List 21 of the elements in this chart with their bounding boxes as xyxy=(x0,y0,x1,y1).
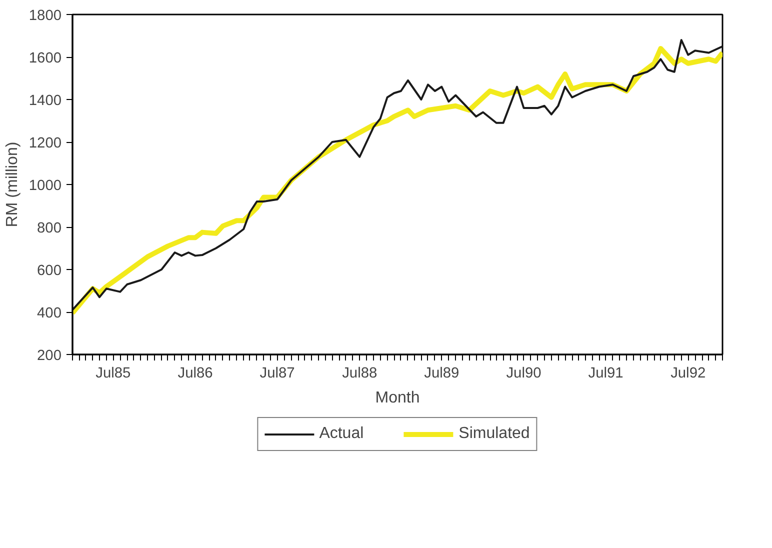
y-axis-title: RM (million) xyxy=(4,142,21,228)
x-tick-label: Jul88 xyxy=(342,366,378,382)
y-tick-label: 1000 xyxy=(28,178,62,194)
legend-label: Actual xyxy=(319,425,364,443)
y-tick-label: 1800 xyxy=(28,8,62,24)
x-tick-label: Jul90 xyxy=(506,366,542,382)
x-axis-title: Month xyxy=(375,390,420,406)
x-tick-label: Jul86 xyxy=(178,366,213,382)
x-tick-label: Jul89 xyxy=(424,366,460,382)
y-tick-label: 1600 xyxy=(28,50,62,66)
y-tick-label: 1400 xyxy=(28,93,62,109)
y-tick-label: 400 xyxy=(37,306,62,322)
legend-label: Simulated xyxy=(458,425,530,443)
y-tick-label: 1200 xyxy=(28,136,62,152)
y-tick-label: 600 xyxy=(37,263,62,279)
x-tick-label: Jul91 xyxy=(588,366,624,382)
x-tick-label: Jul85 xyxy=(96,366,131,382)
y-tick-label: 200 xyxy=(37,348,62,364)
x-tick-label: Jul92 xyxy=(670,366,706,382)
y-tick-label: 800 xyxy=(37,220,62,236)
x-tick-label: Jul87 xyxy=(260,366,295,382)
